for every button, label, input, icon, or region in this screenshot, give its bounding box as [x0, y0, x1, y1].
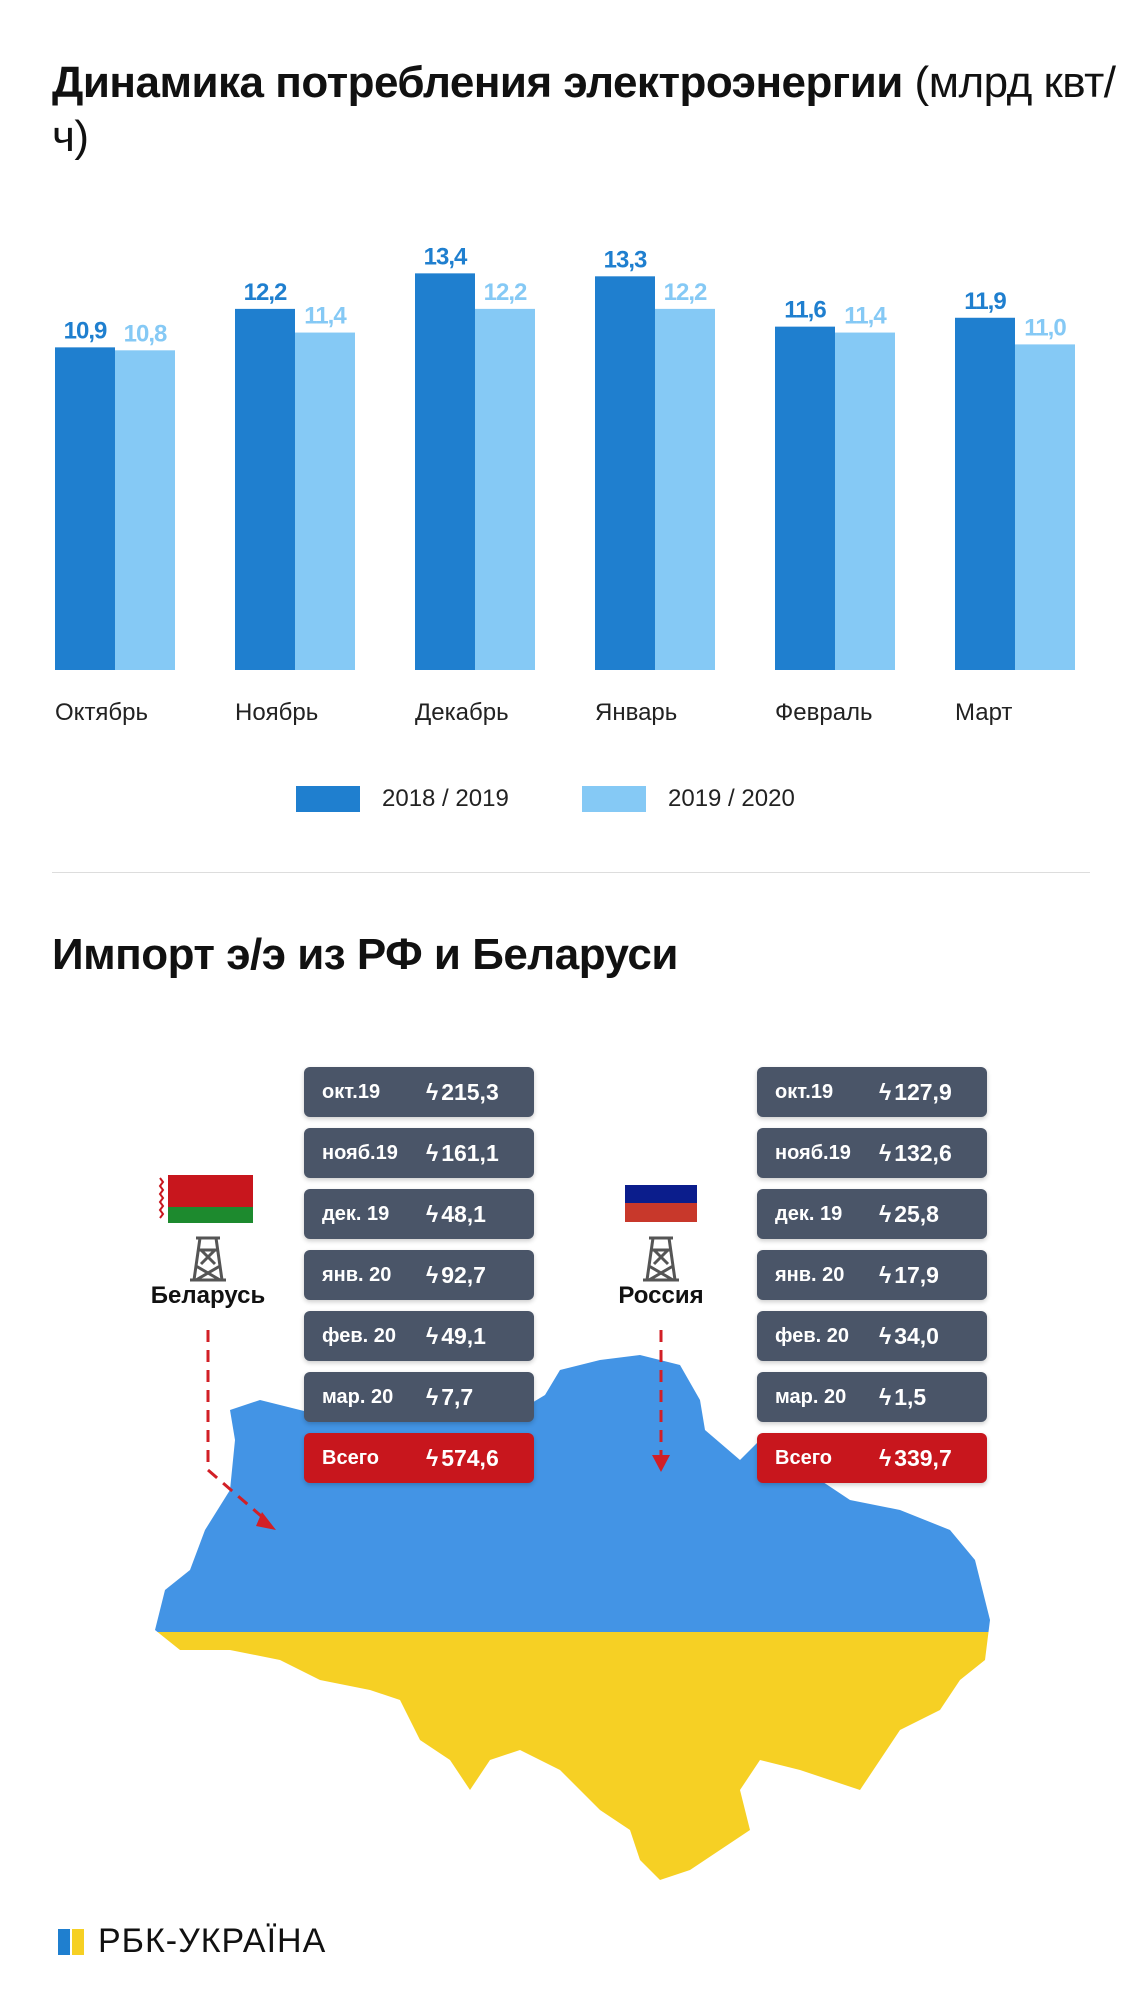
belarus-month-row: янв. 20 92,7	[304, 1250, 534, 1300]
row-label: Всего	[322, 1446, 379, 1469]
row-value: 7,7	[426, 1384, 473, 1411]
map-yellow	[155, 1632, 990, 1880]
import-title: Импорт э/э из РФ и Беларуси	[52, 930, 678, 979]
russia-month-row: мар. 20 1,5	[757, 1372, 987, 1422]
row-value: 574,6	[426, 1445, 499, 1472]
legend-item-2: 2019 / 2020	[582, 785, 795, 813]
bar	[295, 332, 355, 670]
bar	[55, 347, 115, 670]
row-label: янв. 20	[775, 1263, 845, 1286]
bar	[115, 350, 175, 670]
data-label: 11,4	[304, 303, 347, 330]
power-tower-icon	[643, 1236, 679, 1282]
row-value: 161,1	[426, 1140, 499, 1167]
belarus-flag-icon	[158, 1175, 253, 1223]
row-label: мар. 20	[775, 1385, 847, 1408]
bar	[835, 332, 895, 670]
row-value: 132,6	[879, 1140, 952, 1167]
row-label: дек. 19	[322, 1202, 390, 1225]
logo-icon	[58, 1928, 84, 1955]
data-label: 12,2	[244, 279, 287, 306]
belarus-arrow	[206, 1330, 269, 1524]
data-label: 13,4	[424, 243, 468, 270]
row-value: 1,5	[879, 1384, 926, 1411]
row-label: мар. 20	[322, 1385, 394, 1408]
belarus-label: Беларусь	[150, 1282, 266, 1309]
row-label: Всего	[775, 1446, 832, 1469]
bar	[655, 308, 715, 670]
legend-item-1: 2018 / 2019	[296, 785, 509, 813]
russia-month-row: фев. 20 34,0	[757, 1311, 987, 1361]
row-value: 48,1	[426, 1201, 486, 1228]
belarus-month-row: фев. 20 49,1	[304, 1311, 534, 1361]
bar	[595, 276, 655, 670]
chart-title: Динамика потребления электроэнергии (млр…	[52, 56, 1126, 164]
row-label: нояб.19	[775, 1141, 851, 1164]
legend-label: 2018 / 2019	[382, 785, 509, 812]
row-value: 339,7	[879, 1445, 952, 1472]
data-label: 10,8	[124, 320, 167, 347]
category-label: Февраль	[775, 699, 873, 726]
legend-swatch	[582, 786, 646, 812]
russia-month-row: дек. 19 25,8	[757, 1189, 987, 1239]
belarus-month-row: дек. 19 48,1	[304, 1189, 534, 1239]
bar	[1015, 344, 1075, 670]
bar	[235, 308, 295, 670]
logo: РБК-УКРАЇНА	[58, 1922, 326, 1961]
chart-title-text: Динамика потребления электроэнергии	[52, 58, 903, 107]
russia-flag-icon	[625, 1185, 697, 1222]
belarus-month-row: мар. 20 7,7	[304, 1372, 534, 1422]
bar	[955, 317, 1015, 670]
row-value: 49,1	[426, 1323, 486, 1350]
category-label: Март	[955, 699, 1012, 726]
row-value: 25,8	[879, 1201, 939, 1228]
row-value: 34,0	[879, 1323, 939, 1350]
row-label: фев. 20	[322, 1324, 397, 1347]
arrowhead	[652, 1455, 670, 1472]
bar	[415, 273, 475, 670]
row-value: 127,9	[879, 1079, 952, 1106]
russia-month-row: нояб.19 132,6	[757, 1128, 987, 1178]
row-value: 17,9	[879, 1262, 939, 1289]
data-label: 12,2	[664, 279, 707, 306]
russia-label: Россия	[618, 1282, 704, 1309]
row-label: дек. 19	[775, 1202, 843, 1225]
bar	[775, 326, 835, 670]
category-label: Октябрь	[55, 699, 148, 726]
legend-label: 2019 / 2020	[668, 785, 795, 812]
row-value: 215,3	[426, 1079, 499, 1106]
data-label: 13,3	[604, 246, 647, 273]
row-label: нояб.19	[322, 1141, 398, 1164]
belarus-total-row: Всего 574,6	[304, 1433, 534, 1483]
logo-text: РБК-УКРАЇНА	[98, 1922, 327, 1960]
row-label: фев. 20	[775, 1324, 850, 1347]
legend-swatch	[296, 786, 360, 812]
row-label: окт.19	[775, 1080, 834, 1103]
bar	[475, 308, 535, 670]
chart-title-unit: (млрд квт/ч)	[52, 58, 1116, 161]
data-label: 12,2	[484, 279, 527, 306]
data-label: 11,4	[844, 303, 887, 330]
category-label: Ноябрь	[235, 699, 318, 726]
arrowhead	[256, 1512, 276, 1530]
data-label: 11,0	[1024, 314, 1066, 341]
data-label: 10,9	[64, 317, 107, 344]
divider	[52, 872, 1090, 873]
belarus-month-row: нояб.19 161,1	[304, 1128, 534, 1178]
data-label: 11,9	[964, 288, 1006, 315]
power-tower-icon	[190, 1236, 226, 1282]
category-label: Декабрь	[415, 699, 509, 726]
belarus-month-row: окт.19 215,3	[304, 1067, 534, 1117]
category-label: Январь	[595, 699, 677, 726]
row-value: 92,7	[426, 1262, 486, 1289]
russia-month-row: окт.19 127,9	[757, 1067, 987, 1117]
data-label: 11,6	[784, 297, 826, 324]
russia-month-row: янв. 20 17,9	[757, 1250, 987, 1300]
bar-chart: 10,9 10,8 Октябрь 12,2 11,4 Ноябрь 13,4 12,2 Дек…	[55, 243, 1075, 726]
russia-total-row: Всего 339,7	[757, 1433, 987, 1483]
row-label: окт.19	[322, 1080, 381, 1103]
row-label: янв. 20	[322, 1263, 392, 1286]
